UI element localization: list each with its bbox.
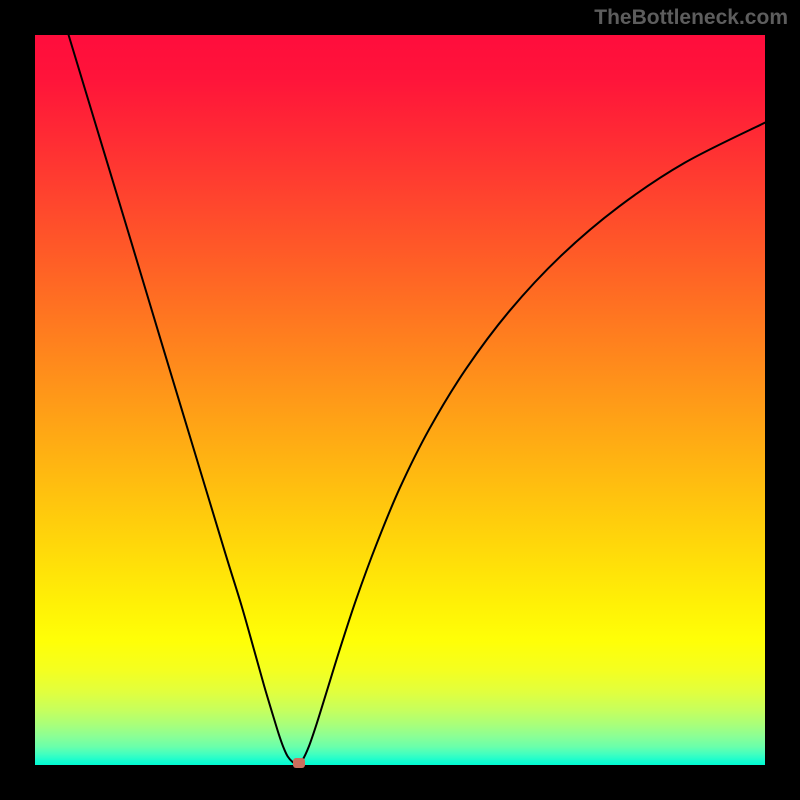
curve-left-branch [69, 35, 298, 765]
curve-svg [35, 35, 765, 765]
minimum-marker [293, 758, 305, 768]
curve-right-branch [298, 123, 765, 765]
watermark-text: TheBottleneck.com [594, 6, 788, 30]
plot-area [35, 35, 765, 765]
